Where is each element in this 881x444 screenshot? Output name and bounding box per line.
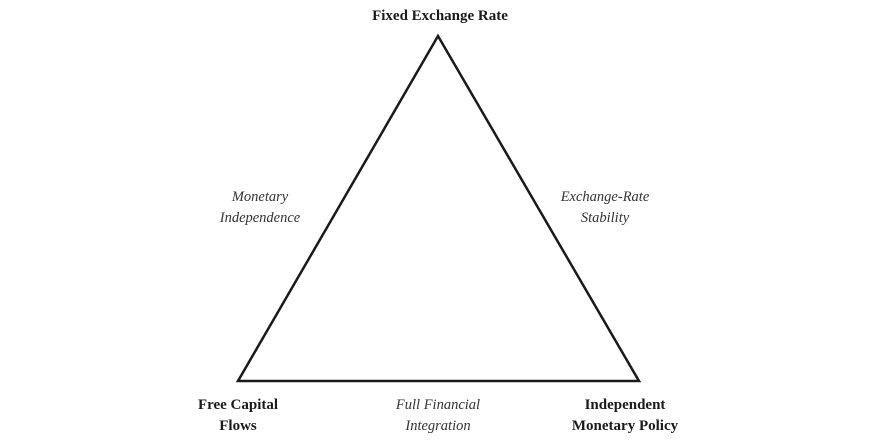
side-label-line: Full Financial bbox=[395, 397, 481, 413]
side-label-line: Integration bbox=[405, 418, 471, 434]
side-label-line: Exchange-Rate bbox=[560, 189, 650, 205]
vertex-label-line: Independent bbox=[584, 397, 666, 413]
vertex-label-fixed-exchange-rate: Fixed Exchange Rate bbox=[340, 6, 540, 27]
vertex-label-line: Fixed Exchange Rate bbox=[372, 8, 508, 24]
vertex-label-free-capital-flows: Free Capital Flows bbox=[168, 395, 308, 437]
side-label-line: Stability bbox=[580, 210, 630, 226]
vertex-label-line: Monetary Policy bbox=[571, 418, 679, 434]
side-label-monetary-independence: Monetary Independence bbox=[200, 187, 320, 229]
side-label-exchange-rate-stability: Exchange-Rate Stability bbox=[535, 187, 675, 229]
side-label-line: Monetary bbox=[231, 189, 289, 205]
trilemma-triangle bbox=[235, 33, 642, 383]
vertex-label-line: Flows bbox=[219, 418, 257, 434]
vertex-label-line: Free Capital bbox=[197, 397, 279, 413]
side-label-line: Independence bbox=[219, 210, 301, 226]
side-label-full-financial-integration: Full Financial Integration bbox=[358, 395, 518, 437]
vertex-label-independent-monetary-policy: Independent Monetary Policy bbox=[540, 395, 710, 437]
